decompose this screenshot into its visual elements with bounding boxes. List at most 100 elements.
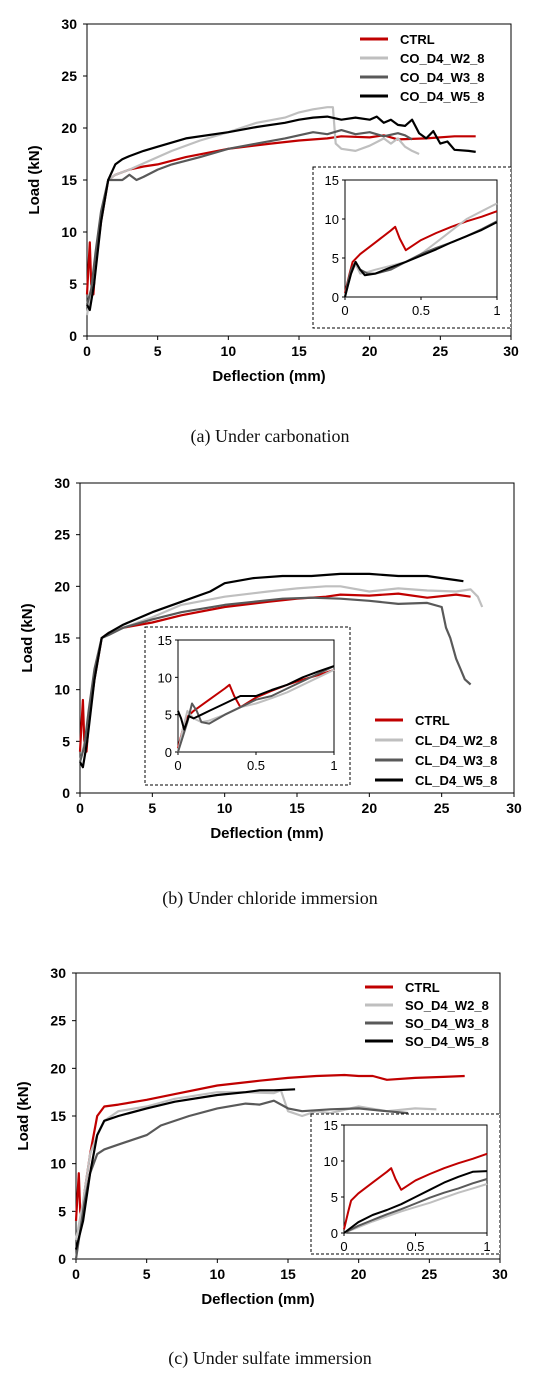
x-tick-label: 20 bbox=[351, 1266, 367, 1282]
caption-b: (b) Under chloride immersion bbox=[162, 888, 378, 908]
x-tick-label: 20 bbox=[362, 800, 378, 816]
inset-x-tick-label: 0.5 bbox=[412, 303, 430, 318]
inset-x-tick-label: 0.5 bbox=[406, 1239, 424, 1254]
x-tick-label: 25 bbox=[434, 800, 450, 816]
y-axis-label: Load (kN) bbox=[26, 145, 43, 214]
inset-series-line-w2 bbox=[343, 1183, 488, 1234]
y-tick-label: 0 bbox=[58, 1251, 66, 1267]
inset-series-line-ctrl bbox=[343, 1152, 488, 1230]
x-tick-label: 0 bbox=[72, 1266, 80, 1282]
inset-x-tick-label: 0 bbox=[341, 303, 348, 318]
inset-x-tick-label: 1 bbox=[330, 758, 337, 773]
x-tick-label: 5 bbox=[143, 1266, 151, 1282]
inset-y-tick-label: 5 bbox=[331, 1190, 338, 1205]
series-line-w5 bbox=[79, 572, 464, 769]
legend-label: SO_D4_W3_8 bbox=[405, 1016, 489, 1031]
inset-x-tick-label: 0 bbox=[174, 758, 181, 773]
caption-c: (c) Under sulfate immersion bbox=[168, 1348, 372, 1368]
legend-label: CL_D4_W3_8 bbox=[415, 753, 497, 768]
inset-series-line-w5 bbox=[344, 221, 498, 298]
y-tick-label: 25 bbox=[61, 68, 77, 84]
inset-y-tick-label: 10 bbox=[324, 1154, 338, 1169]
y-tick-label: 15 bbox=[61, 172, 77, 188]
y-tick-label: 30 bbox=[54, 475, 70, 491]
y-tick-label: 25 bbox=[50, 1013, 66, 1029]
y-tick-label: 10 bbox=[61, 224, 77, 240]
series-line-w2 bbox=[85, 106, 420, 316]
x-tick-label: 0 bbox=[83, 343, 91, 359]
inset-y-tick-label: 0 bbox=[165, 745, 172, 760]
inset-series-line-w5 bbox=[343, 1170, 488, 1234]
x-tick-label: 10 bbox=[217, 800, 233, 816]
y-tick-label: 20 bbox=[50, 1060, 66, 1076]
y-tick-label: 30 bbox=[61, 16, 77, 32]
series-line-w5 bbox=[86, 115, 476, 312]
inset-y-tick-label: 15 bbox=[325, 173, 339, 188]
inset-y-tick-label: 5 bbox=[165, 708, 172, 723]
x-axis-label: Deflection (mm) bbox=[210, 825, 323, 842]
inset-series-line-w3 bbox=[343, 1178, 488, 1234]
legend-label: CL_D4_W5_8 bbox=[415, 773, 497, 788]
legend-label: CTRL bbox=[405, 980, 440, 995]
x-tick-label: 30 bbox=[503, 343, 519, 359]
y-tick-label: 0 bbox=[62, 785, 70, 801]
y-tick-label: 10 bbox=[54, 682, 70, 698]
inset-border bbox=[312, 166, 512, 329]
inset-y-tick-label: 15 bbox=[158, 633, 172, 648]
inset-x-tick-label: 1 bbox=[493, 303, 500, 318]
x-tick-label: 10 bbox=[210, 1266, 226, 1282]
legend-label: CL_D4_W2_8 bbox=[415, 733, 497, 748]
y-tick-label: 15 bbox=[50, 1108, 66, 1124]
inset-y-tick-label: 15 bbox=[324, 1118, 338, 1133]
legend-label: CO_D4_W2_8 bbox=[400, 51, 485, 66]
y-tick-label: 20 bbox=[54, 578, 70, 594]
inset-y-tick-label: 0 bbox=[331, 1226, 338, 1241]
y-tick-label: 10 bbox=[50, 1156, 66, 1172]
inset-x-tick-label: 0.5 bbox=[247, 758, 265, 773]
y-tick-label: 5 bbox=[58, 1203, 66, 1219]
caption-a: (a) Under carbonation bbox=[190, 426, 350, 446]
y-tick-label: 5 bbox=[62, 733, 70, 749]
x-tick-label: 0 bbox=[76, 800, 84, 816]
x-axis-label: Deflection (mm) bbox=[212, 368, 325, 385]
x-tick-label: 30 bbox=[492, 1266, 508, 1282]
series-line-w5 bbox=[74, 1088, 296, 1250]
y-tick-label: 30 bbox=[50, 965, 66, 981]
inset-y-tick-label: 10 bbox=[325, 212, 339, 227]
inset-x-tick-label: 1 bbox=[483, 1239, 490, 1254]
y-tick-label: 15 bbox=[54, 630, 70, 646]
legend-label: CO_D4_W5_8 bbox=[400, 89, 485, 104]
legend-label: CTRL bbox=[400, 32, 435, 47]
inset-y-tick-label: 10 bbox=[158, 670, 172, 685]
legend-label: SO_D4_W2_8 bbox=[405, 998, 489, 1013]
x-tick-label: 5 bbox=[154, 343, 162, 359]
legend-label: CTRL bbox=[415, 713, 450, 728]
x-axis-label: Deflection (mm) bbox=[201, 1291, 314, 1308]
y-axis-label: Load (kN) bbox=[19, 603, 36, 672]
legend-label: SO_D4_W5_8 bbox=[405, 1034, 489, 1049]
y-tick-label: 20 bbox=[61, 120, 77, 136]
inset-series-line-w5 bbox=[177, 665, 335, 731]
y-tick-label: 5 bbox=[69, 276, 77, 292]
y-tick-label: 0 bbox=[69, 328, 77, 344]
x-tick-label: 20 bbox=[362, 343, 378, 359]
y-tick-label: 25 bbox=[54, 527, 70, 543]
x-tick-label: 30 bbox=[506, 800, 522, 816]
legend-label: CO_D4_W3_8 bbox=[400, 70, 485, 85]
x-tick-label: 10 bbox=[221, 343, 237, 359]
x-tick-label: 25 bbox=[422, 1266, 438, 1282]
inset-y-tick-label: 5 bbox=[332, 251, 339, 266]
y-axis-label: Load (kN) bbox=[15, 1081, 32, 1150]
inset-y-tick-label: 0 bbox=[332, 290, 339, 305]
x-tick-label: 25 bbox=[433, 343, 449, 359]
x-tick-label: 5 bbox=[148, 800, 156, 816]
x-tick-label: 15 bbox=[289, 800, 305, 816]
x-tick-label: 15 bbox=[291, 343, 307, 359]
x-tick-label: 15 bbox=[280, 1266, 296, 1282]
inset-x-tick-label: 0 bbox=[340, 1239, 347, 1254]
series-line-w3 bbox=[74, 1099, 409, 1260]
